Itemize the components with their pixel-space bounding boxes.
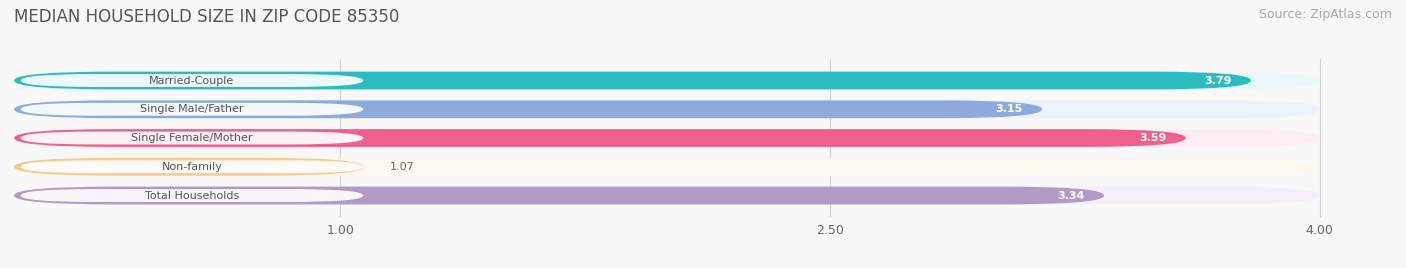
FancyBboxPatch shape [14,158,363,176]
FancyBboxPatch shape [21,74,363,87]
FancyBboxPatch shape [21,132,363,144]
Text: 3.79: 3.79 [1204,76,1232,85]
Text: 3.34: 3.34 [1057,191,1084,200]
Text: Married-Couple: Married-Couple [149,76,235,85]
Text: Total Households: Total Households [145,191,239,200]
FancyBboxPatch shape [14,187,1104,204]
Text: Single Female/Mother: Single Female/Mother [131,133,253,143]
FancyBboxPatch shape [14,100,1042,118]
FancyBboxPatch shape [21,189,363,202]
Text: Source: ZipAtlas.com: Source: ZipAtlas.com [1258,8,1392,21]
Text: Single Male/Father: Single Male/Father [141,104,243,114]
Text: 3.15: 3.15 [995,104,1022,114]
Text: 3.59: 3.59 [1139,133,1166,143]
FancyBboxPatch shape [14,72,1320,90]
Text: MEDIAN HOUSEHOLD SIZE IN ZIP CODE 85350: MEDIAN HOUSEHOLD SIZE IN ZIP CODE 85350 [14,8,399,26]
FancyBboxPatch shape [14,72,1251,90]
FancyBboxPatch shape [21,103,363,116]
FancyBboxPatch shape [14,187,1320,204]
FancyBboxPatch shape [21,160,363,173]
Text: Non-family: Non-family [162,162,222,172]
FancyBboxPatch shape [14,100,1320,118]
FancyBboxPatch shape [14,129,1185,147]
FancyBboxPatch shape [14,158,1320,176]
FancyBboxPatch shape [14,129,1320,147]
Text: 1.07: 1.07 [389,162,415,172]
